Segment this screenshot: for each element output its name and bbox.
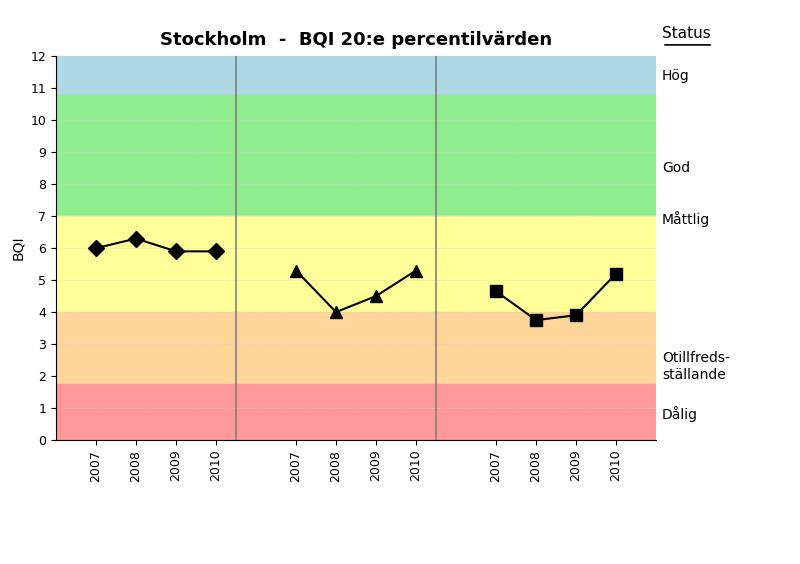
Y-axis label: BQI: BQI: [11, 236, 25, 261]
Text: God: God: [662, 161, 690, 175]
Bar: [56, 384, 656, 440]
Text: Status: Status: [662, 26, 710, 41]
Bar: [56, 95, 656, 216]
Title: Stockholm  -  BQI 20:e percentilvärden: Stockholm - BQI 20:e percentilvärden: [160, 31, 552, 49]
Text: Otillfreds-
ställande: Otillfreds- ställande: [662, 351, 730, 381]
Text: Dålig: Dålig: [662, 407, 698, 422]
Bar: [56, 312, 656, 384]
Bar: [56, 216, 656, 312]
Bar: [56, 56, 656, 95]
Text: Hög: Hög: [662, 69, 690, 82]
Text: Måttlig: Måttlig: [662, 212, 710, 227]
